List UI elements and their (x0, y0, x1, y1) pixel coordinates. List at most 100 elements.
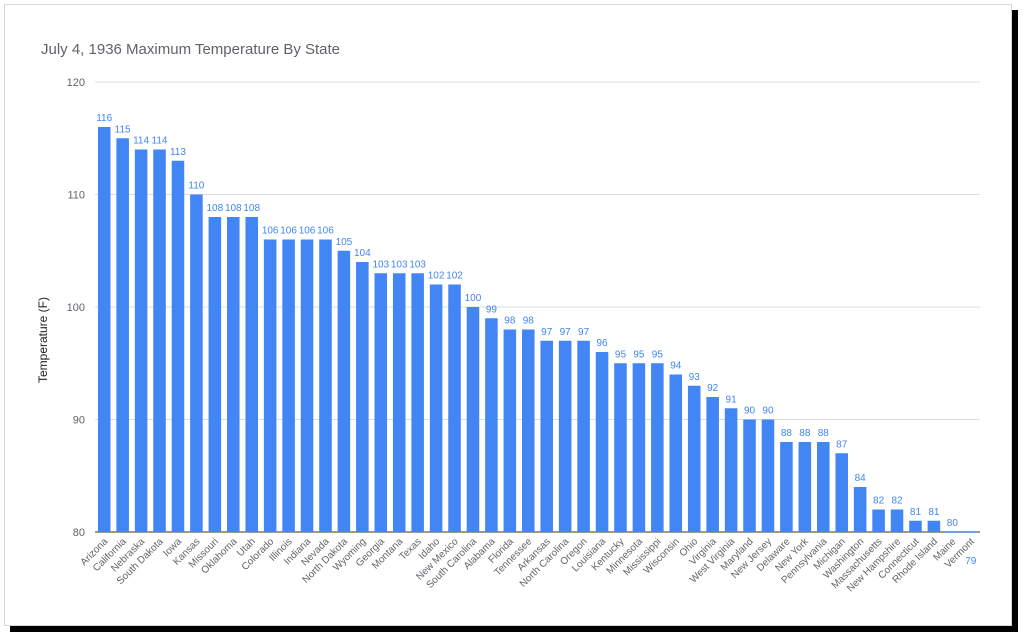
data-label-new-jersey: 90 (762, 406, 774, 417)
bar-michigan (835, 453, 848, 532)
bars (97, 127, 978, 533)
bar-idaho (429, 284, 443, 532)
data-label-michigan: 87 (836, 439, 848, 450)
data-label-south-carolina: 100 (465, 293, 482, 304)
bar-florida (503, 329, 517, 532)
data-label-california: 115 (115, 124, 131, 135)
bar-maryland (743, 419, 756, 532)
data-label-delaware: 88 (781, 428, 793, 439)
bar-pennsylvania (817, 442, 830, 532)
data-label-washington: 84 (855, 473, 867, 484)
data-label-maryland: 90 (744, 406, 756, 417)
gridlines (95, 81, 980, 533)
data-label-georgia: 103 (372, 259, 389, 270)
data-label-west-virginia: 91 (726, 394, 738, 405)
data-label-arkansas: 97 (541, 327, 553, 338)
data-label-utah: 108 (243, 203, 260, 214)
y-tick-100: 100 (67, 302, 85, 314)
bar-iowa (171, 160, 185, 532)
bar-nevada (319, 239, 332, 532)
data-label-new-hampshire: 82 (891, 496, 903, 507)
data-label-new-mexico: 102 (446, 271, 463, 282)
data-label-north-dakota: 105 (336, 237, 353, 248)
bar-california (116, 138, 129, 532)
y-tick-90: 90 (73, 415, 85, 427)
bar-new-mexico (448, 284, 461, 532)
data-label-tennessee: 98 (523, 316, 535, 327)
data-label-nebraska: 114 (133, 136, 149, 147)
data-label-alabama: 99 (486, 304, 498, 315)
data-label-minnesota: 95 (633, 349, 645, 360)
bar-alabama (485, 318, 498, 532)
bar-mississippi (651, 363, 664, 532)
data-label-colorado: 106 (262, 226, 279, 237)
data-label-north-carolina: 97 (560, 327, 572, 338)
data-label-massachusetts: 82 (873, 496, 885, 507)
bar-utah (245, 217, 258, 532)
data-label-new-york: 88 (799, 428, 811, 439)
data-label-kansas: 110 (188, 181, 204, 192)
data-label-missouri: 108 (207, 203, 224, 214)
data-label-iowa: 113 (170, 147, 186, 158)
bar-delaware (780, 442, 793, 532)
chart-title: July 4, 1936 Maximum Temperature By Stat… (41, 41, 341, 58)
data-label-south-dakota: 114 (152, 136, 168, 147)
data-label-oklahoma: 108 (225, 203, 242, 214)
bar-west-virginia (724, 408, 738, 532)
data-label-montana: 103 (391, 259, 408, 270)
bar-virginia (706, 397, 719, 532)
data-label-ohio: 93 (689, 372, 701, 383)
bar-colorado (263, 239, 277, 532)
data-label-mississippi: 95 (652, 349, 664, 360)
y-axis-label: Temperature (F) (36, 297, 50, 383)
bar-kansas (190, 194, 203, 532)
bar-vermont (964, 532, 978, 533)
bar-nebraska (134, 149, 148, 532)
bar-rhode-island (927, 520, 941, 532)
y-tick-110: 110 (67, 190, 85, 202)
bar-minnesota (632, 363, 646, 532)
data-label-texas: 103 (409, 259, 426, 270)
data-label-virginia: 92 (707, 383, 719, 394)
y-tick-120: 120 (67, 77, 85, 89)
data-label-louisiana: 96 (596, 338, 608, 349)
bar-montana (392, 273, 406, 532)
bar-ohio (687, 385, 701, 532)
bar-new-york (798, 442, 812, 532)
data-label-vermont: 79 (965, 556, 977, 567)
bar-oklahoma (227, 217, 240, 532)
bar-georgia (374, 273, 388, 532)
bar-oregon (577, 340, 590, 532)
bar-illinois (282, 239, 295, 532)
bar-new-jersey (761, 419, 775, 532)
data-label-illinois: 106 (280, 226, 297, 237)
data-label-nevada: 106 (317, 226, 334, 237)
bar-louisiana (595, 352, 609, 532)
bar-arizona (97, 127, 111, 532)
bar-north-dakota (337, 250, 351, 532)
y-tick-labels: 80 90 100 110 120 (67, 77, 85, 539)
data-label-rhode-island: 81 (928, 507, 940, 518)
bar-connecticut (909, 520, 922, 532)
data-label-connecticut: 81 (910, 507, 922, 518)
bar-kentucky (614, 363, 627, 532)
bar-massachusetts (872, 509, 885, 532)
bar-arkansas (540, 340, 553, 532)
bar-missouri (208, 217, 222, 532)
data-label-idaho: 102 (428, 271, 445, 282)
bar-wisconsin (669, 374, 683, 532)
bar-washington (853, 487, 867, 532)
bar-new-hampshire (890, 509, 904, 532)
bar-wyoming (356, 262, 369, 532)
bar-maine (946, 532, 959, 533)
y-tick-80: 80 (73, 527, 85, 539)
bar-texas (411, 273, 424, 532)
data-label-maine: 80 (947, 518, 959, 529)
bar-south-carolina (466, 307, 480, 532)
data-label-wyoming: 104 (354, 248, 371, 259)
data-label-oregon: 97 (578, 327, 590, 338)
data-label-florida: 98 (504, 316, 516, 327)
data-label-wisconsin: 94 (670, 361, 682, 372)
